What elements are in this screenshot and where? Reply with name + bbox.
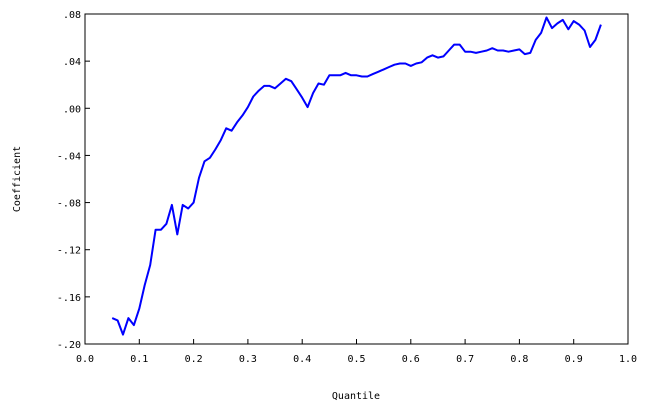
y-tick-label: -.04 (57, 151, 81, 162)
y-tick-label: .04 (63, 57, 81, 68)
y-axis: -.20 -.16 -.12 -.08 -.04 .00 .04 .08 (57, 10, 90, 351)
y-tick-label: -.16 (57, 293, 81, 304)
y-tick-label: -.08 (57, 199, 81, 210)
x-tick-label: 0.4 (293, 354, 311, 365)
y-tick-label: .08 (63, 10, 81, 21)
series-layer (111, 16, 602, 336)
x-tick-label: 0.7 (456, 354, 474, 365)
x-tick-label: 0.1 (130, 354, 148, 365)
y-tick-label: .00 (63, 104, 81, 115)
x-tick-label: 0.2 (185, 354, 203, 365)
y-tick-label: -.20 (57, 340, 81, 351)
x-axis-title: Quantile (332, 391, 380, 402)
series-line (111, 16, 602, 336)
x-tick-label: 0.5 (347, 354, 365, 365)
x-tick-label: 0.3 (239, 354, 257, 365)
x-tick-label: 0.9 (565, 354, 583, 365)
y-axis-title: Coefficient (12, 146, 23, 212)
x-tick-label: 0.8 (510, 354, 528, 365)
y-tick-label: -.12 (57, 246, 81, 257)
x-tick-label: 1.0 (619, 354, 637, 365)
x-tick-label: 0.6 (402, 354, 420, 365)
x-tick-label: 0.0 (76, 354, 94, 365)
x-axis: 0.0 0.1 0.2 0.3 0.4 0.5 0.6 0.7 0.8 0.9 1.0 (76, 339, 637, 365)
plot-frame (84, 13, 629, 345)
